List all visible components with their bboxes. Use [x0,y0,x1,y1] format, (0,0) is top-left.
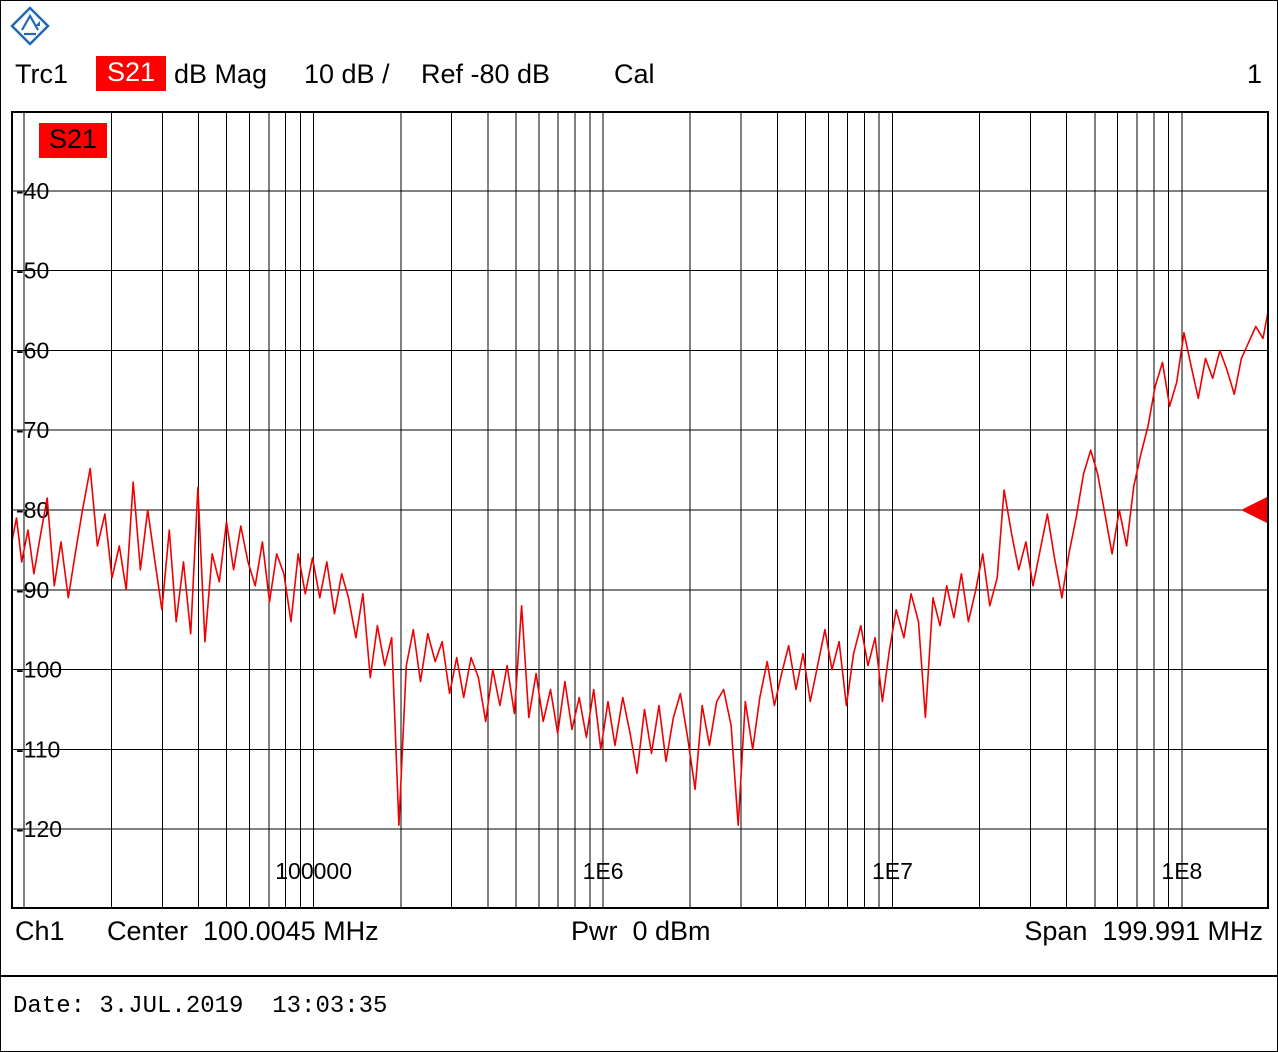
y-axis-label: -110 [16,736,60,762]
output-power: Pwr 0 dBm [571,916,711,946]
trace-scale: 10 dB / [304,59,390,89]
y-axis-label: -60 [16,337,49,363]
plot-trace-badge: S21 [39,123,108,158]
channel-name: Ch1 [15,916,65,946]
center-frequency: Center 100.0045 MHz [107,916,379,946]
s21-trace [11,306,1269,827]
trace-ref-level: Ref -80 dB [421,59,551,89]
trace-meas-badge: S21 [96,56,167,91]
x-axis-label: 1E8 [1161,858,1202,884]
plot-border [11,111,1269,909]
span-frequency: Span 199.991 MHz [1024,916,1263,946]
y-axis-label: -70 [16,417,49,443]
y-axis-label: -90 [16,577,49,603]
x-axis-label: 100000 [275,858,352,884]
x-axis-label: 1E6 [583,858,624,884]
trace-name: Trc1 [15,59,68,89]
footer-divider [1,975,1278,977]
cal-status: Cal [614,59,655,89]
x-axis-label: 1E7 [872,858,913,884]
rs-logo [10,6,50,46]
y-axis-label: -40 [16,178,49,204]
window-number: 1 [1247,59,1263,89]
ref-level-marker [1241,497,1267,523]
y-axis-label: -50 [16,258,49,284]
plot-area: -40 -50 -60 -70 -80 -90 -100 -110 -120 100000 1E6 1… [11,111,1269,909]
trace-format: dB Mag [174,59,268,89]
date-stamp: Date: 3.JUL.2019 13:03:35 [13,993,388,1020]
y-axis-label: -100 [16,657,62,683]
y-axis-label: -120 [16,816,62,842]
